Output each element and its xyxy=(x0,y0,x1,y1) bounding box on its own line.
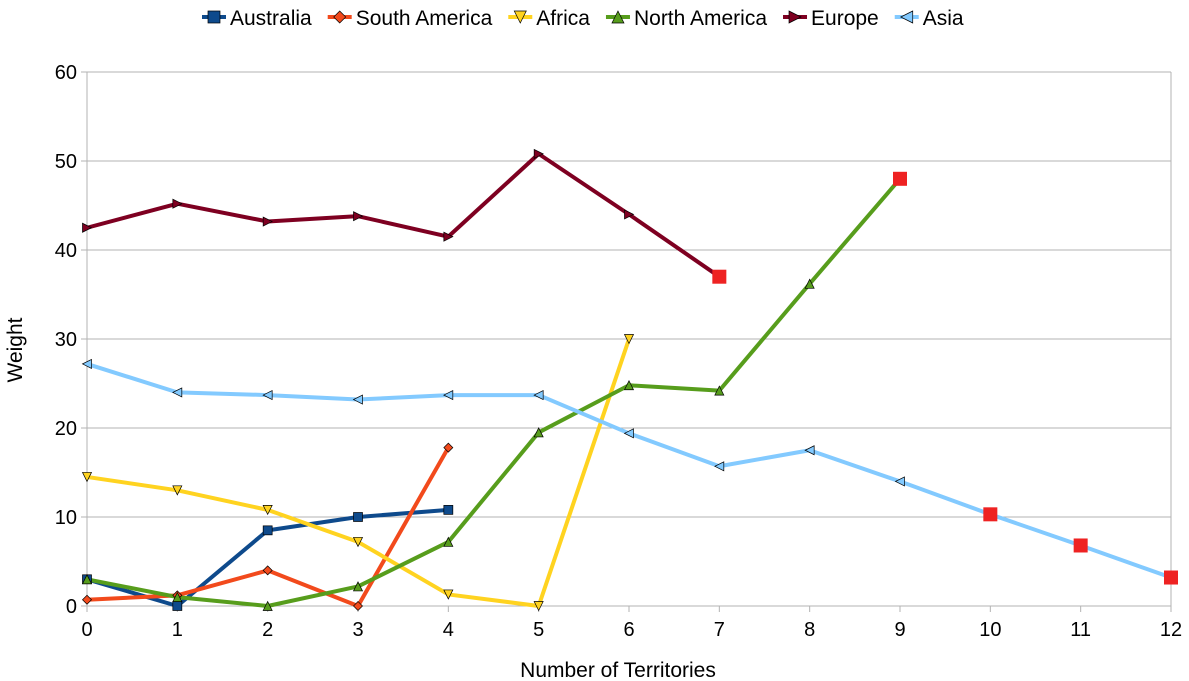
legend-item-australia: Australia xyxy=(202,7,312,30)
point-north-america xyxy=(804,278,815,289)
y-tick-label: 40 xyxy=(55,240,77,262)
x-tick-label: 3 xyxy=(352,619,363,641)
legend-marker xyxy=(899,10,914,24)
x-tick-label: 5 xyxy=(533,619,544,641)
point-south-america xyxy=(353,601,363,611)
point-north-america xyxy=(81,574,93,585)
highlight-point-north-america xyxy=(893,171,907,186)
point-north-america xyxy=(262,600,273,611)
y-tick-label: 10 xyxy=(55,507,77,529)
legend-marker xyxy=(333,10,347,24)
point-asia xyxy=(623,428,634,439)
point-asia xyxy=(262,390,273,401)
point-europe xyxy=(624,209,635,220)
y-tick-label: 30 xyxy=(55,329,77,351)
x-tick-label: 2 xyxy=(262,619,273,641)
point-asia xyxy=(81,358,92,369)
legend-marker xyxy=(611,10,625,24)
x-tick-label: 0 xyxy=(81,619,92,641)
legend-marker xyxy=(788,10,802,24)
point-europe xyxy=(443,231,454,242)
x-tick-label: 9 xyxy=(894,619,905,641)
legend-item-south-america: South America xyxy=(327,7,493,30)
legend-label: North America xyxy=(634,7,767,30)
highlight-point-asia xyxy=(1164,570,1178,585)
point-asia xyxy=(533,390,544,401)
point-australia xyxy=(172,601,183,611)
highlight-point-asia xyxy=(1073,538,1088,553)
point-australia xyxy=(353,512,363,522)
legend-label: Europe xyxy=(811,7,879,30)
y-tick-label: 60 xyxy=(55,62,77,84)
legend-label: Asia xyxy=(923,7,964,30)
point-asia xyxy=(172,387,183,398)
x-tick-label: 12 xyxy=(1160,619,1182,641)
legend-label: Australia xyxy=(230,7,312,30)
x-tick-label: 6 xyxy=(623,619,634,641)
x-tick-labels: 0 1 2 3 4 5 6 7 8 9 10 11 12 xyxy=(81,619,1182,641)
y-tick-labels: 0 10 20 30 40 50 60 xyxy=(55,62,77,618)
x-tick-label: 8 xyxy=(804,619,815,641)
point-europe xyxy=(82,222,93,233)
point-asia xyxy=(443,390,454,401)
legend-marker xyxy=(207,10,221,24)
point-north-america xyxy=(172,591,183,602)
point-asia xyxy=(804,445,815,456)
x-tick-label: 7 xyxy=(714,619,725,641)
highlight-point-asia xyxy=(983,507,998,522)
highlight-point-europe xyxy=(712,269,727,284)
x-axis-title: Number of Territories xyxy=(520,659,716,681)
legend-label: South America xyxy=(356,7,493,30)
point-south-america xyxy=(443,442,454,453)
y-tick-label: 0 xyxy=(66,596,77,618)
point-africa xyxy=(623,334,635,345)
point-africa xyxy=(172,485,183,496)
point-europe xyxy=(353,211,364,222)
point-africa xyxy=(262,505,273,516)
point-australia xyxy=(443,505,454,515)
x-tick-label: 4 xyxy=(443,619,454,641)
y-tick-label: 20 xyxy=(55,418,77,440)
legend-marker xyxy=(513,10,527,24)
series-line-europe xyxy=(86,151,721,279)
legend-item-north-america: North America xyxy=(605,7,767,30)
point-europe xyxy=(262,216,273,227)
point-africa xyxy=(443,589,454,600)
x-tick-label: 1 xyxy=(172,619,183,641)
point-europe xyxy=(533,148,544,159)
x-tick-label: 10 xyxy=(979,619,1001,641)
x-tick-label: 11 xyxy=(1070,619,1091,641)
point-asia xyxy=(714,461,725,472)
point-north-america xyxy=(443,536,454,547)
series-line-north-america xyxy=(86,177,902,608)
point-north-america xyxy=(714,385,725,396)
y-axis-title: Weight xyxy=(4,317,27,382)
point-europe xyxy=(172,198,183,209)
gridlines xyxy=(81,71,1171,607)
series-lines xyxy=(86,151,1172,608)
point-asia xyxy=(352,394,363,405)
legend-item-africa: Africa xyxy=(508,7,590,30)
legend-item-europe: Europe xyxy=(783,7,879,30)
legend-label: Africa xyxy=(536,7,590,30)
point-africa xyxy=(81,472,93,483)
series-line-africa xyxy=(86,338,631,608)
point-north-america xyxy=(623,379,635,391)
y-tick-label: 50 xyxy=(55,151,77,173)
legend-item-asia: Asia xyxy=(894,7,964,30)
point-south-america xyxy=(262,565,273,576)
point-africa xyxy=(533,601,544,612)
point-south-america xyxy=(82,594,92,605)
point-asia xyxy=(894,476,905,487)
point-australia xyxy=(262,525,273,536)
legend: Australia South America Africa North Americ… xyxy=(202,7,964,30)
point-north-america xyxy=(533,427,544,438)
series-markers xyxy=(81,148,1178,612)
point-north-america xyxy=(352,581,364,592)
point-africa xyxy=(352,537,364,548)
